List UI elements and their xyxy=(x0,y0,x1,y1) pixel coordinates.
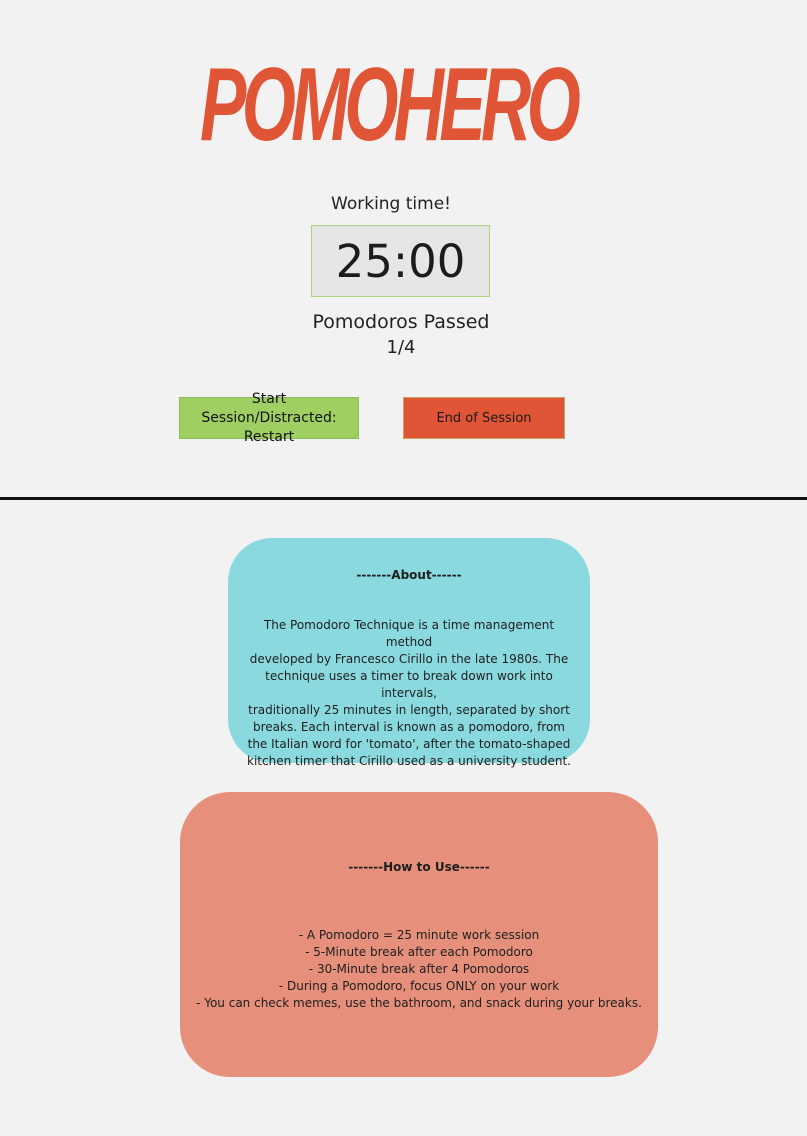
start-session-button-label: Start Session/Distracted: Restart xyxy=(184,390,354,447)
how-to-use-list: - A Pomodoro = 25 minute work session - … xyxy=(180,927,658,1012)
about-line: breaks. Each interval is known as a pomo… xyxy=(252,720,565,734)
about-title: -------About------ xyxy=(356,568,462,582)
how-to-use-item: - 5-Minute break after each Pomodoro xyxy=(305,945,533,959)
app-logo-text: POMOHERO xyxy=(200,48,580,158)
app-logo: POMOHERO xyxy=(196,48,586,158)
pomodoros-passed-count: 1/4 xyxy=(386,337,416,358)
about-line: kitchen timer that Cirillo used as a uni… xyxy=(247,754,571,768)
end-session-button-label: End of Session xyxy=(436,410,532,426)
about-line: technique uses a timer to break down wor… xyxy=(265,669,553,700)
about-line: traditionally 25 minutes in length, sepa… xyxy=(248,703,570,717)
how-to-use-title: -------How to Use------ xyxy=(348,860,490,874)
end-session-button[interactable]: End of Session xyxy=(403,397,565,439)
timer-status: Working time! xyxy=(331,194,451,214)
start-session-button[interactable]: Start Session/Distracted: Restart xyxy=(179,391,359,445)
how-to-use-card: -------How to Use------ - A Pomodoro = 2… xyxy=(180,792,658,1077)
how-to-use-item: - During a Pomodoro, focus ONLY on your … xyxy=(278,979,560,993)
about-line: developed by Francesco Cirillo in the la… xyxy=(249,652,569,666)
pomodoros-passed-label: Pomodoros Passed xyxy=(312,311,490,333)
about-line: The Pomodoro Technique is a time managem… xyxy=(263,618,555,649)
about-card: -------About------ The Pomodoro Techniqu… xyxy=(228,538,590,768)
start-session-label-line1: Start Session/Distracted: xyxy=(201,390,337,426)
timer-display: 25:00 xyxy=(311,225,490,297)
how-to-use-item: - A Pomodoro = 25 minute work session xyxy=(298,928,540,942)
how-to-use-item: - You can check memes, use the bathroom,… xyxy=(196,996,642,1010)
how-to-use-item: - 30-Minute break after 4 Pomodoros xyxy=(308,962,530,976)
timer-time: 25:00 xyxy=(335,234,466,288)
about-line: the Italian word for 'tomato', after the… xyxy=(247,737,571,751)
start-session-label-line2: Restart xyxy=(243,428,295,445)
about-body: The Pomodoro Technique is a time managem… xyxy=(240,617,578,770)
section-divider xyxy=(0,497,807,500)
